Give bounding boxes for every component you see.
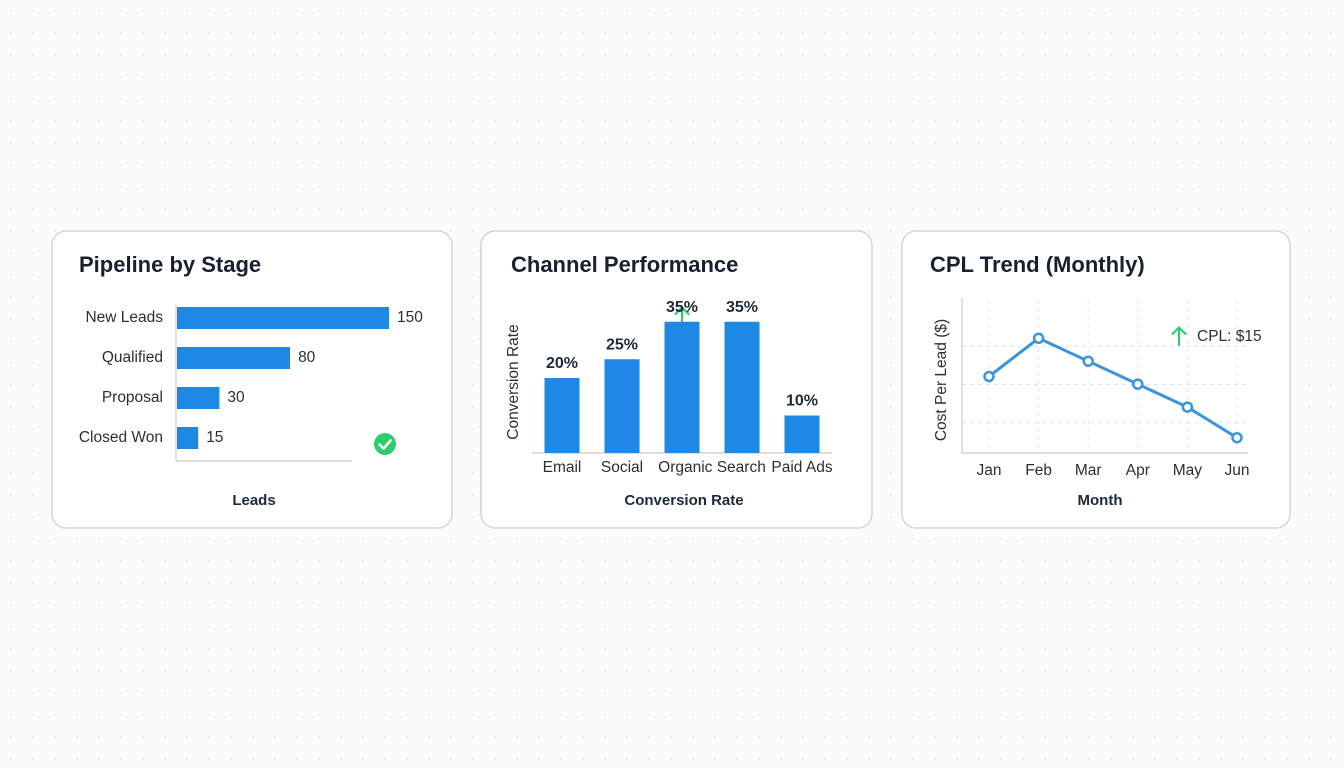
chart-title: Pipeline by Stage: [79, 252, 261, 277]
x-tick-label: Apr: [1126, 462, 1150, 479]
x-tick-label: Jan: [977, 462, 1002, 479]
axis-title: Conversion Rate: [505, 324, 522, 439]
value-label: 35%: [666, 299, 698, 316]
point: [1132, 378, 1144, 390]
axis-title: Month: [1078, 492, 1123, 509]
value-label: 80: [298, 349, 316, 366]
point: [1032, 332, 1045, 344]
line: [988, 336, 1238, 439]
x-tick-label: Social: [601, 459, 643, 476]
bar: [724, 321, 760, 453]
bar: [544, 378, 580, 453]
axis-title: Conversion Rate: [624, 492, 743, 509]
point: [1231, 431, 1243, 444]
y-tick-label: Closed Won: [79, 429, 163, 446]
bar: [784, 415, 820, 453]
y-tick-label: New Leads: [85, 309, 163, 326]
value-label: 25%: [606, 336, 638, 353]
bar: [177, 307, 389, 329]
axis-title: Leads: [232, 492, 275, 509]
x-tick-label: Feb: [1025, 462, 1052, 479]
axis-title: Cost Per Lead ($): [933, 319, 950, 441]
card: [51, 230, 453, 529]
up-arrow-icon: [1171, 326, 1187, 347]
y-tick-label: Proposal: [102, 389, 163, 406]
y-tick-label: Qualified: [102, 349, 163, 366]
check-icon: [374, 433, 396, 455]
point: [983, 370, 995, 383]
value-label: 20%: [546, 355, 578, 372]
chart-title: Channel Performance: [511, 252, 738, 277]
x-tick-label: Email: [543, 459, 582, 476]
card: [901, 230, 1291, 529]
chart-title: CPL Trend (Monthly): [930, 252, 1145, 277]
bar: [177, 347, 291, 369]
value-label: 30: [227, 389, 245, 406]
bar: [177, 387, 220, 409]
x-tick-label: May: [1173, 462, 1203, 479]
bar: [664, 321, 700, 453]
annotation: CPL: $15: [1197, 328, 1262, 345]
value-label: 35%: [726, 299, 758, 316]
x-tick-label: Jun: [1225, 462, 1250, 479]
point: [1082, 355, 1094, 367]
value-label: 10%: [786, 393, 818, 410]
point: [1181, 401, 1194, 413]
up-arrow-icon: [674, 306, 690, 326]
x-tick-label: Organic Search: [658, 459, 766, 476]
value-label: 15: [206, 429, 223, 446]
bar: [604, 359, 640, 453]
value-label: 150: [397, 309, 423, 326]
x-tick-label: Mar: [1075, 462, 1102, 479]
bar: [177, 427, 199, 449]
x-tick-label: Paid Ads: [771, 459, 832, 476]
